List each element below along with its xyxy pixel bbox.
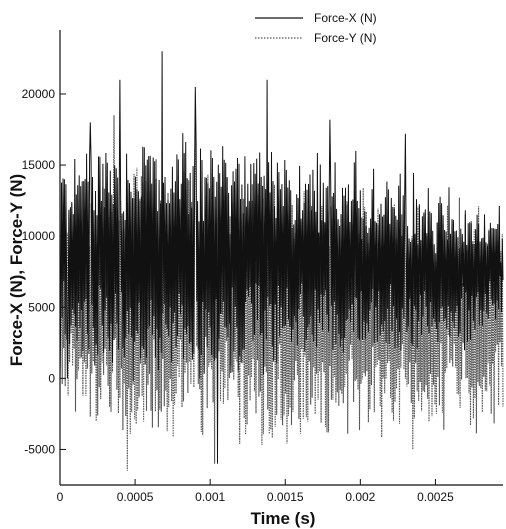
- x-tick-label: 0: [57, 490, 64, 504]
- series-line-force-x: [59, 51, 504, 464]
- x-tick-label: 0.002: [345, 490, 375, 504]
- x-tick-label: 0.0005: [117, 490, 154, 504]
- legend-label-force-x: Force-X (N): [314, 11, 377, 25]
- legend: Force-X (N) Force-Y (N): [255, 11, 377, 45]
- x-ticks: 0 0.0005 0.001 0.0015 0.002 0.0025: [57, 479, 454, 504]
- x-axis-title: Time (s): [251, 509, 316, 528]
- y-tick-label: 10000: [22, 229, 56, 243]
- y-tick-label: 0: [48, 371, 55, 385]
- x-tick-label: 0.0025: [417, 490, 454, 504]
- y-tick-label: 5000: [28, 300, 55, 314]
- y-axis-title: Force-X (N), Force-Y (N): [7, 174, 26, 366]
- y-tick-label: 20000: [22, 87, 56, 101]
- legend-label-force-y: Force-Y (N): [314, 31, 376, 45]
- x-tick-label: 0.0015: [267, 490, 304, 504]
- x-tick-label: 0.001: [195, 490, 225, 504]
- y-tick-label: 15000: [22, 158, 56, 172]
- y-tick-label: -5000: [24, 442, 55, 456]
- y-ticks: -5000 0 5000 10000 15000 20000: [22, 87, 66, 456]
- plot-lines: [59, 51, 504, 471]
